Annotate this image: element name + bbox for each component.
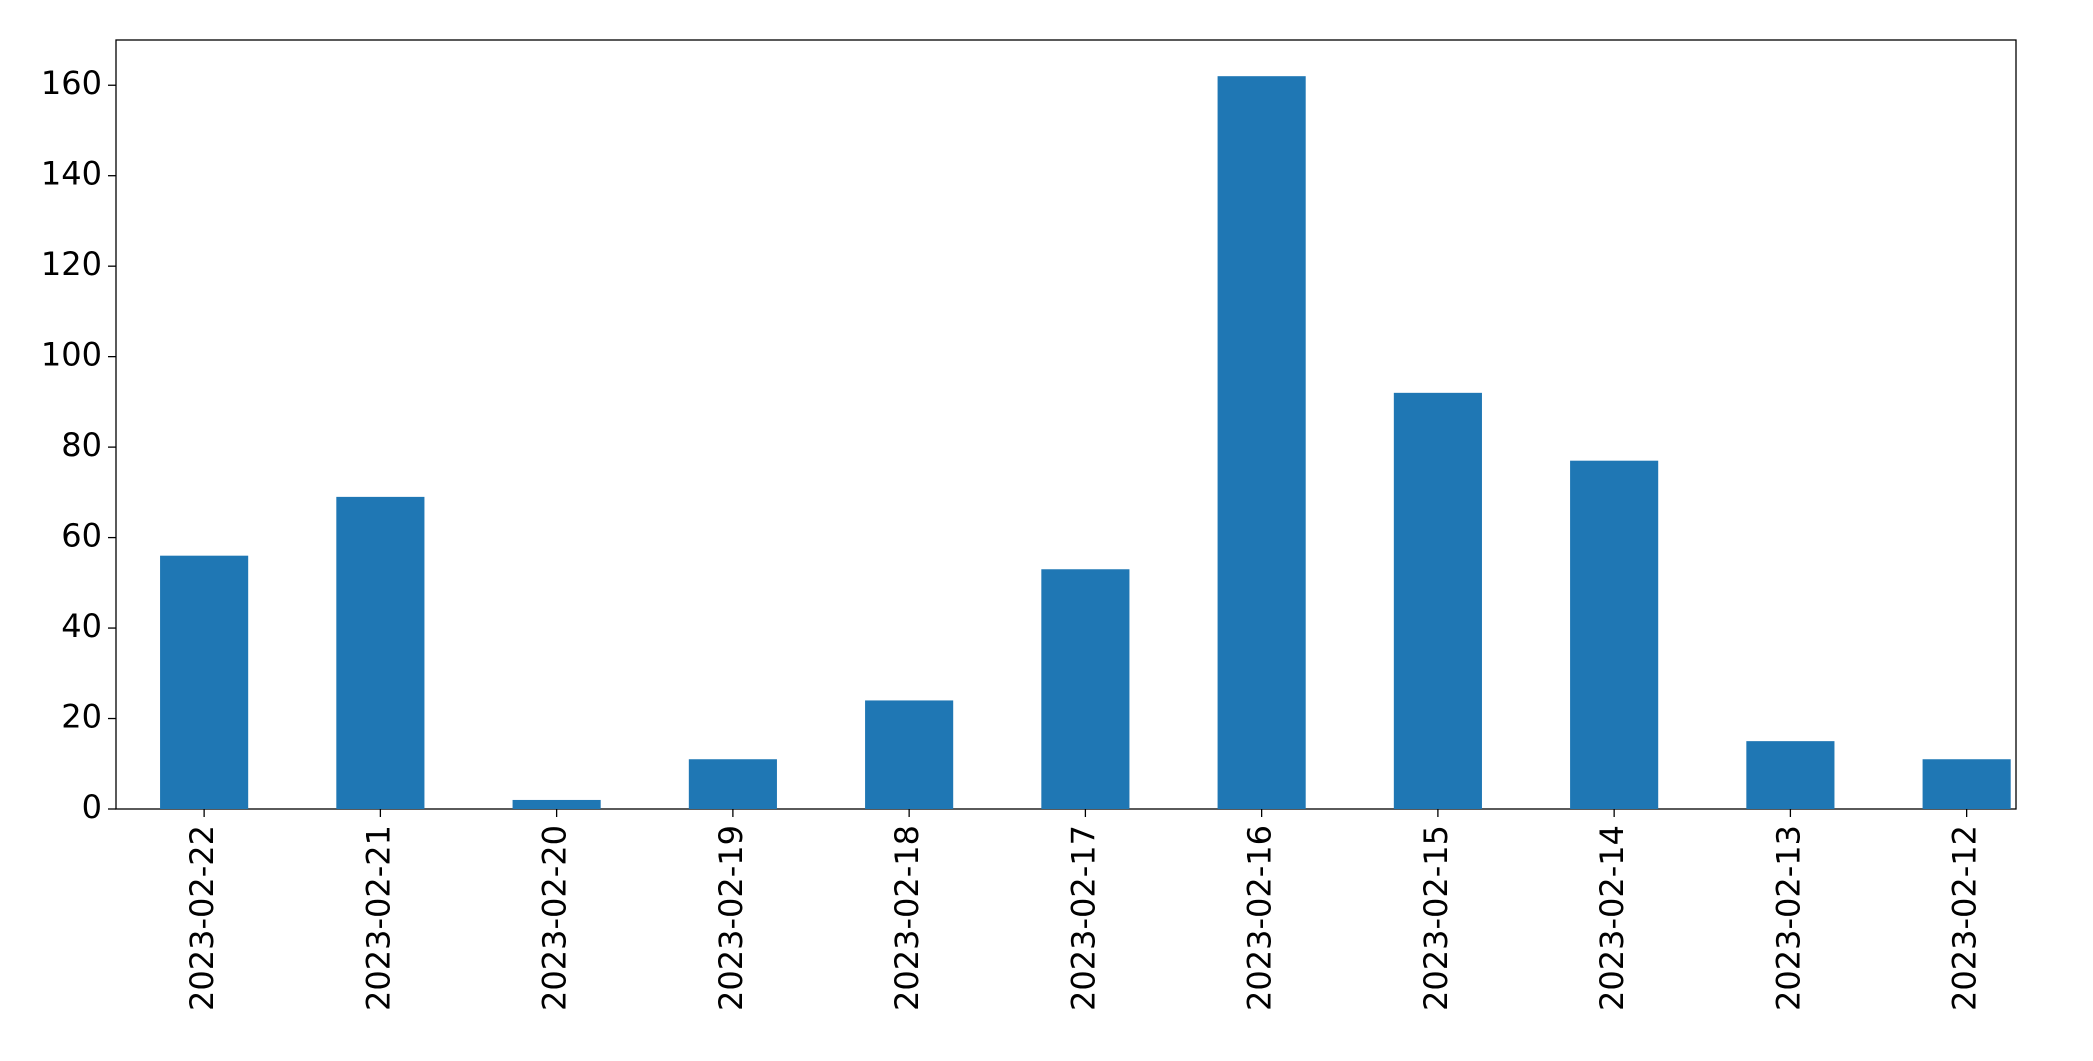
- x-tick-label: 2023-02-16: [1241, 825, 1279, 1011]
- y-tick-label: 160: [41, 64, 102, 102]
- bar: [1217, 76, 1306, 809]
- bar: [1570, 460, 1659, 809]
- x-tick-label: 2023-02-21: [359, 825, 397, 1011]
- x-tick-label: 2023-02-12: [1946, 825, 1984, 1011]
- bar: [336, 496, 425, 809]
- bar: [1922, 759, 2011, 809]
- y-tick-label: 80: [61, 426, 102, 464]
- y-tick-label: 20: [61, 698, 102, 736]
- bar: [512, 799, 601, 809]
- y-tick-label: 0: [82, 788, 102, 826]
- bar: [1746, 741, 1835, 809]
- x-tick-label: 2023-02-22: [183, 825, 221, 1011]
- y-tick-label: 140: [41, 155, 102, 193]
- x-tick-label: 2023-02-14: [1593, 825, 1631, 1011]
- y-tick-label: 100: [41, 336, 102, 374]
- bar: [1041, 569, 1130, 809]
- x-tick-label: 2023-02-18: [888, 825, 926, 1011]
- bar: [865, 700, 954, 809]
- bar: [1393, 392, 1482, 809]
- x-tick-label: 2023-02-15: [1417, 825, 1455, 1011]
- y-tick-label: 60: [61, 517, 102, 555]
- y-tick-label: 40: [61, 607, 102, 645]
- x-tick-label: 2023-02-20: [536, 825, 574, 1011]
- x-tick-label: 2023-02-13: [1769, 825, 1807, 1011]
- bar: [688, 759, 777, 809]
- x-tick-label: 2023-02-19: [712, 825, 750, 1011]
- y-tick-label: 120: [41, 245, 102, 283]
- bar: [160, 555, 249, 809]
- x-tick-label: 2023-02-17: [1064, 825, 1102, 1011]
